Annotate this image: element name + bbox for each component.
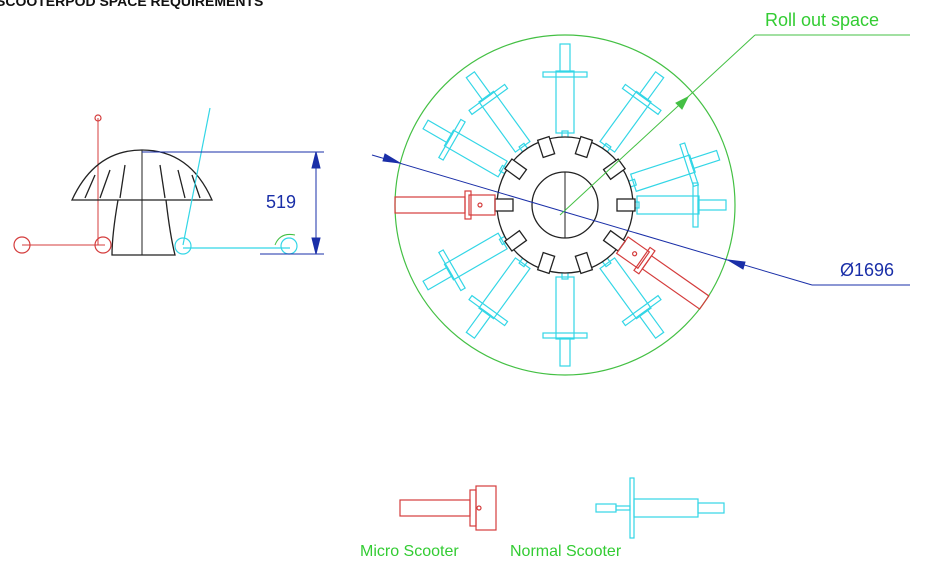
- red-scooter: [614, 234, 712, 314]
- arrow: [728, 260, 745, 269]
- cyan-deck: [634, 499, 698, 517]
- cyan-scooter: [543, 267, 587, 366]
- red-head: [476, 486, 496, 530]
- red-deck: [400, 500, 470, 516]
- red-bar: [470, 490, 476, 526]
- cyan-wheel: [175, 238, 191, 254]
- legend-label: Micro Scooter: [360, 543, 459, 560]
- red-pivot: [477, 506, 481, 510]
- drawing: SCOOTERPOD SPACE REQUIREMENTS 519: [0, 0, 932, 565]
- cyan-tail: [698, 503, 724, 513]
- cyan-scooter: [543, 44, 587, 143]
- tooth: [495, 199, 513, 211]
- title: SCOOTERPOD SPACE REQUIREMENTS: [0, 0, 263, 9]
- arrow: [312, 238, 320, 254]
- arrow: [383, 154, 400, 163]
- legend-normal: [596, 478, 724, 538]
- cyan-stem: [616, 506, 630, 510]
- page: {"header": {"title": "SCOOTERPOD SPACE R…: [0, 0, 932, 565]
- height-dimension: [142, 152, 324, 254]
- roll-out-label: Roll out space: [765, 10, 879, 30]
- legend-micro: [400, 486, 496, 530]
- side-view: [14, 108, 297, 255]
- height-label: 519: [266, 192, 296, 212]
- cyan-handle: [183, 108, 210, 245]
- tooth: [617, 199, 635, 211]
- base: [112, 200, 175, 255]
- top-view: [395, 35, 735, 375]
- arrow: [312, 152, 320, 168]
- cyan-wheel: [281, 238, 297, 254]
- arrow: [676, 97, 688, 109]
- diameter-label: Ø1696: [840, 260, 894, 280]
- legend-label: Normal Scooter: [510, 543, 622, 560]
- cyan-grip: [596, 504, 616, 512]
- red-scooter: [395, 191, 495, 219]
